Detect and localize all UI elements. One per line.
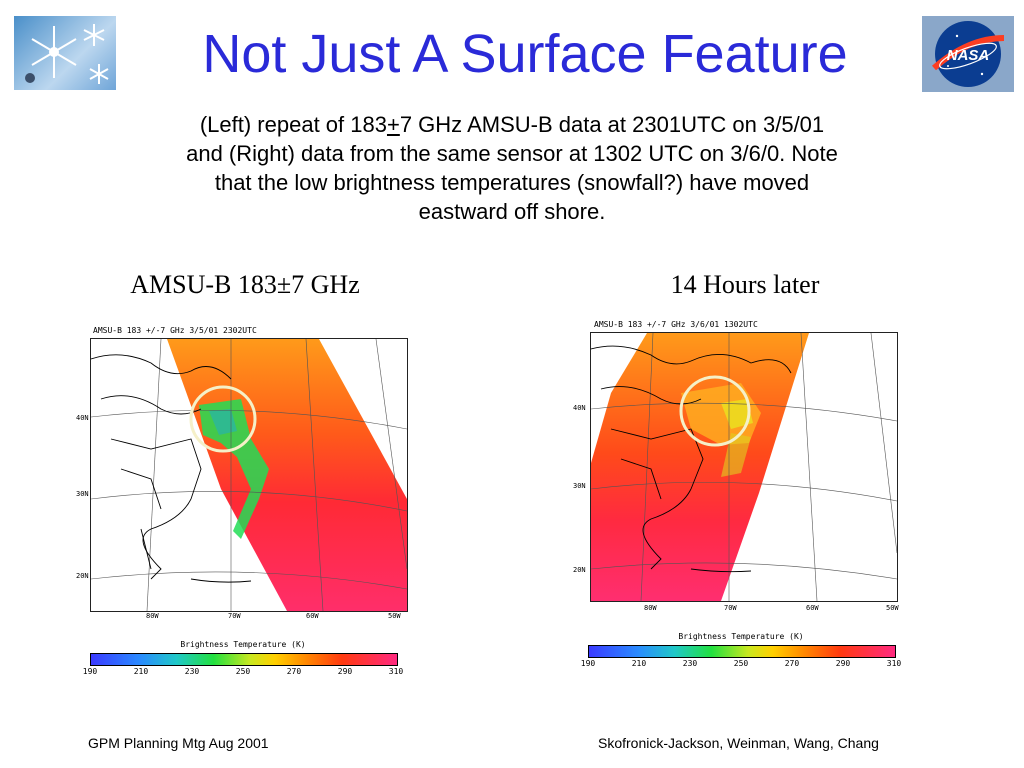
right-lon-60: 60W	[806, 604, 819, 612]
cb-label: 230	[682, 659, 698, 668]
right-lon-80: 80W	[644, 604, 657, 612]
left-map-header: AMSU-B 183 +/-7 GHz 3/5/01 2302UTC	[93, 326, 257, 335]
cb-label: 190	[82, 667, 98, 676]
right-lon-70: 70W	[724, 604, 737, 612]
right-colorbar	[588, 645, 896, 658]
left-colorbar-labels: 190 210 230 250 270 290 310	[83, 667, 403, 679]
left-lat-20: 20N	[76, 572, 89, 580]
cb-label: 190	[580, 659, 596, 668]
right-colorbar-labels: 190 210 230 250 270 290 310	[581, 659, 901, 671]
left-lat-30: 30N	[76, 490, 89, 498]
slide-caption: (Left) repeat of 183+7 GHz AMSU-B data a…	[70, 110, 954, 226]
cb-label: 250	[235, 667, 251, 676]
slide-title: Not Just A Surface Feature	[202, 24, 848, 84]
left-highlight-circle	[189, 385, 257, 453]
right-lat-40: 40N	[573, 404, 586, 412]
right-map-header: AMSU-B 183 +/-7 GHz 3/6/01 1302UTC	[594, 320, 758, 329]
footer-right: Skofronick-Jackson, Weinman, Wang, Chang	[598, 735, 879, 751]
cb-label: 250	[733, 659, 749, 668]
nasa-logo: NASA	[922, 16, 1014, 92]
caption-line-4: eastward off shore.	[418, 199, 606, 224]
cb-label: 310	[886, 659, 902, 668]
left-colorbar	[90, 653, 398, 666]
caption-line-2: and (Right) data from the same sensor at…	[186, 141, 838, 166]
cb-label: 270	[286, 667, 302, 676]
right-lat-30: 30N	[573, 482, 586, 490]
caption-line-1: (Left) repeat of 183+7 GHz AMSU-B data a…	[199, 112, 825, 137]
left-lat-40: 40N	[76, 414, 89, 422]
left-lon-80: 80W	[146, 612, 159, 620]
left-map-label: AMSU-B 183±7 GHz	[130, 270, 360, 299]
snowflake-logo	[14, 16, 116, 90]
cb-label: 310	[388, 667, 404, 676]
left-lon-50: 50W	[388, 612, 401, 620]
right-map-panel	[590, 332, 898, 602]
left-map-panel	[90, 338, 408, 612]
right-map-image	[591, 333, 897, 601]
cb-label: 210	[631, 659, 647, 668]
cb-label: 230	[184, 667, 200, 676]
cb-label: 290	[835, 659, 851, 668]
snowflake-icon	[25, 24, 109, 84]
nasa-wordmark: NASA	[947, 47, 990, 64]
right-lat-20: 20N	[573, 566, 586, 574]
left-lon-70: 70W	[228, 612, 241, 620]
cb-label: 270	[784, 659, 800, 668]
cb-label: 210	[133, 667, 149, 676]
right-colorbar-title: Brightness Temperature (K)	[678, 632, 804, 641]
caption-line-3: that the low brightness temperatures (sn…	[214, 170, 810, 195]
right-map-label: 14 Hours later	[670, 270, 820, 299]
right-highlight-circle	[679, 375, 751, 447]
left-colorbar-title: Brightness Temperature (K)	[180, 640, 306, 649]
footer-left: GPM Planning Mtg Aug 2001	[88, 735, 269, 751]
cb-label: 290	[337, 667, 353, 676]
left-map-image	[91, 339, 407, 611]
left-lon-60: 60W	[306, 612, 319, 620]
right-lon-50: 50W	[886, 604, 899, 612]
